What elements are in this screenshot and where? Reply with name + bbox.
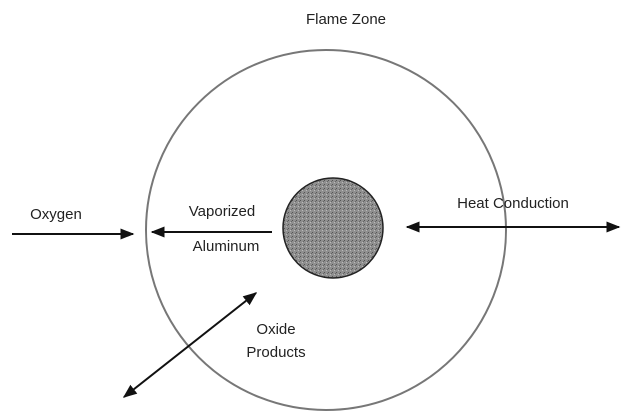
particle	[282, 177, 384, 279]
oxide-arrow	[122, 292, 258, 398]
title: Flame Zone	[306, 11, 386, 28]
vaporized-label: Vaporized	[189, 203, 255, 220]
heat-label: Heat Conduction	[457, 195, 569, 212]
aluminum-label: Aluminum	[193, 238, 260, 255]
products-label: Products	[246, 344, 305, 361]
oxygen-label: Oxygen	[30, 206, 82, 223]
oxide-label: Oxide	[256, 321, 295, 338]
